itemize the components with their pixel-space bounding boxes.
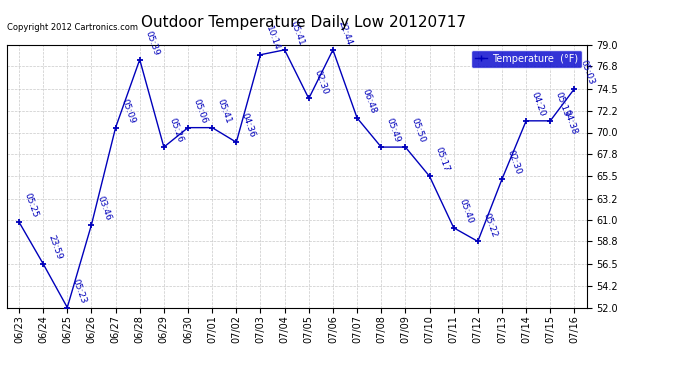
Text: 04:20: 04:20 [530, 91, 547, 118]
Text: 05:25: 05:25 [23, 192, 40, 219]
Text: 05:22: 05:22 [482, 211, 499, 238]
Text: 06:48: 06:48 [361, 88, 378, 115]
Text: Copyright 2012 Cartronics.com: Copyright 2012 Cartronics.com [7, 22, 138, 32]
Text: 02:30: 02:30 [506, 149, 523, 176]
Text: 05:50: 05:50 [409, 117, 426, 144]
Text: 05:26: 05:26 [168, 117, 185, 144]
Text: 23:59: 23:59 [47, 234, 64, 261]
Text: 05:49: 05:49 [385, 117, 402, 144]
Text: 05:40: 05:40 [457, 198, 475, 225]
Text: 04:36: 04:36 [240, 112, 257, 139]
Text: 05:23: 05:23 [71, 277, 88, 304]
Text: 05:17: 05:17 [433, 146, 451, 173]
Text: 22:44: 22:44 [337, 20, 354, 47]
Text: 05:41: 05:41 [216, 98, 233, 125]
Text: 02:30: 02:30 [313, 68, 330, 96]
Text: 05:06: 05:06 [192, 98, 209, 125]
Text: 05:09: 05:09 [119, 98, 137, 125]
Text: 04:38: 04:38 [561, 108, 578, 135]
Text: 05:41: 05:41 [288, 20, 306, 47]
Text: 03:46: 03:46 [95, 195, 112, 222]
Text: 10:14: 10:14 [264, 24, 282, 52]
Text: Outdoor Temperature Daily Low 20120717: Outdoor Temperature Daily Low 20120717 [141, 15, 466, 30]
Text: 05:39: 05:39 [144, 29, 161, 57]
Text: 05:03: 05:03 [578, 58, 595, 86]
Legend: Temperature  (°F): Temperature (°F) [471, 50, 582, 68]
Text: 05:13: 05:13 [554, 90, 571, 118]
